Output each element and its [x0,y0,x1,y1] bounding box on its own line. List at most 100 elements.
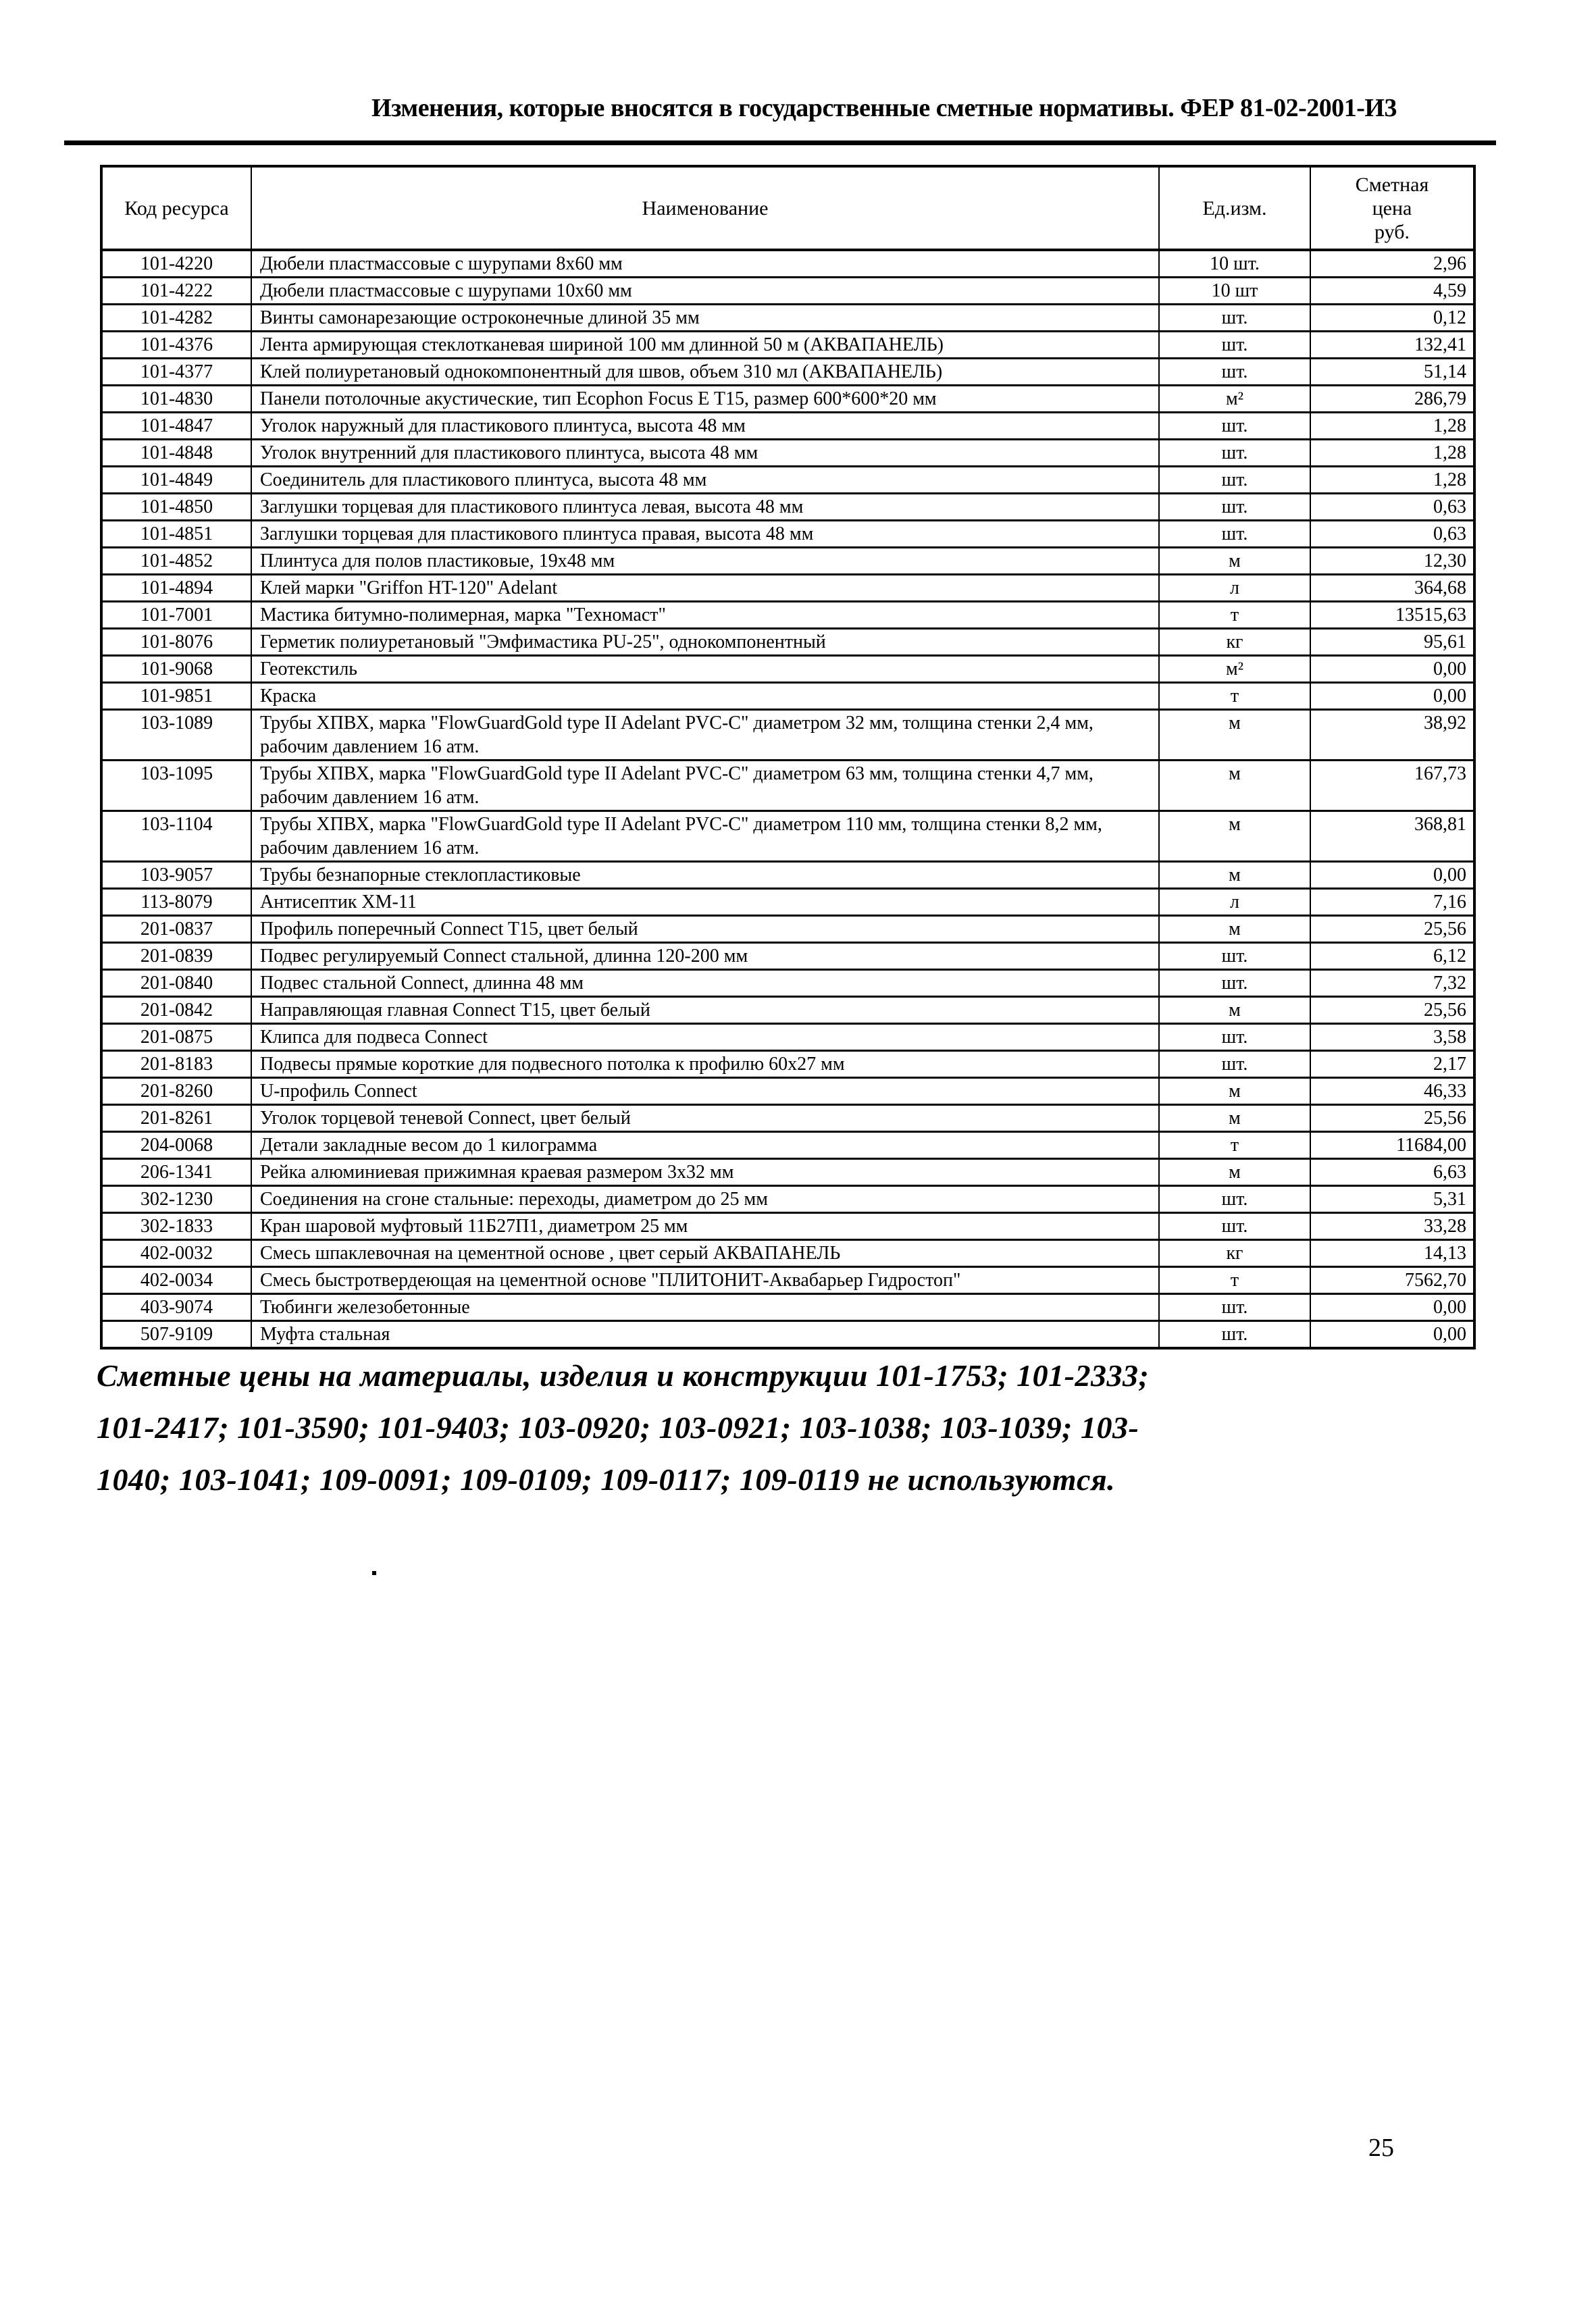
row-code-cell: 101-4220 [101,249,252,278]
row-price-cell: 2,17 [1310,1050,1475,1079]
table-row: 101-4376 Лента армирующая стеклотканевая … [101,330,1475,359]
row-code-cell: 204-0068 [101,1131,252,1160]
row-code-cell: 101-4848 [101,438,252,467]
row-unit-cell: м² [1158,654,1311,684]
row-name-cell: Соединитель для пластикового плинтуса, в… [251,465,1160,494]
row-price-cell: 7,32 [1310,969,1475,998]
row-name-cell: Рейка алюминиевая прижимная краевая разм… [251,1158,1160,1187]
row-price-cell: 2,96 [1310,249,1475,278]
row-name-cell: Заглушки торцевая для пластикового плинт… [251,519,1160,548]
table-row: 101-7001 Мастика битумно-полимерная, марк… [101,600,1475,629]
table-row: 201-0837 Профиль поперечный Connect T15, … [101,915,1475,944]
table-row: 113-8079 Антисептик ХМ-11 л 7,16 [101,888,1475,917]
row-price-cell: 132,41 [1310,330,1475,359]
row-name-cell: Профиль поперечный Connect T15, цвет бел… [251,915,1160,944]
row-unit-cell: шт. [1158,303,1311,332]
table-row: 101-4849 Соединитель для пластикового пли… [101,465,1475,494]
row-unit-cell: шт. [1158,519,1311,548]
row-unit-cell: шт. [1158,1050,1311,1079]
row-code-cell: 101-4830 [101,384,252,413]
row-name-cell: Панели потолочные акустические, тип Ecop… [251,384,1160,413]
row-code-cell: 101-4894 [101,573,252,602]
row-price-cell: 33,28 [1310,1212,1475,1241]
table-row: 507-9109 Муфта стальная шт. 0,00 [101,1320,1475,1349]
table-header-row: Код ресурса Наименование Ед.изм. Сметная… [101,165,1475,251]
row-unit-cell: шт. [1158,1320,1311,1349]
row-code-cell: 101-4377 [101,357,252,386]
row-name-cell: Подвес регулируемый Connect стальной, дл… [251,942,1160,971]
row-code-cell: 507-9109 [101,1320,252,1349]
table-row: 101-4282 Винты самонарезающие остроконечн… [101,303,1475,332]
table-row: 402-0032 Смесь шпаклевочная на цементной … [101,1239,1475,1268]
notes-paragraph: Сметные цены на материалы, изделия и кон… [97,1358,1150,1497]
column-header-price: Сметная цена руб. [1310,165,1475,251]
table-row: 201-0840 Подвес стальной Connect, длинна … [101,969,1475,998]
row-price-cell: 7,16 [1310,888,1475,917]
row-price-cell: 7562,70 [1310,1266,1475,1295]
row-price-cell: 0,00 [1310,1320,1475,1349]
table-row: 302-1833 Кран шаровой муфтовый 11Б27П1, д… [101,1212,1475,1241]
table-row: 103-1095 Трубы ХПВХ, марка "FlowGuardGold… [101,759,1475,812]
row-code-cell: 103-1104 [101,810,252,863]
row-name-cell: Уголок внутренний для пластикового плинт… [251,438,1160,467]
table-body: 101-4220 Дюбели пластмассовые с шурупами … [101,249,1475,1349]
row-name-cell: Подвесы прямые короткие для подвесного п… [251,1050,1160,1079]
row-unit-cell: м [1158,546,1311,575]
row-code-cell: 201-0837 [101,915,252,944]
row-unit-cell: м [1158,810,1311,863]
row-price-cell: 5,31 [1310,1185,1475,1214]
table-row: 101-4222 Дюбели пластмассовые с шурупами … [101,276,1475,305]
row-unit-cell: м [1158,1104,1311,1133]
row-name-cell: Кран шаровой муфтовый 11Б27П1, диаметром… [251,1212,1160,1241]
resources-table: Код ресурса Наименование Ед.изм. Сметная… [100,165,1476,1349]
row-name-cell: Детали закладные весом до 1 килограмма [251,1131,1160,1160]
row-price-cell: 0,00 [1310,654,1475,684]
row-price-cell: 286,79 [1310,384,1475,413]
row-code-cell: 101-9851 [101,682,252,711]
row-price-cell: 3,58 [1310,1023,1475,1052]
row-unit-cell: т [1158,1131,1311,1160]
row-code-cell: 402-0034 [101,1266,252,1295]
table-row: 101-4830 Панели потолочные акустические, … [101,384,1475,413]
row-code-cell: 101-4847 [101,411,252,440]
row-price-cell: 1,28 [1310,465,1475,494]
row-unit-cell: шт. [1158,357,1311,386]
row-price-cell: 25,56 [1310,1104,1475,1133]
table-row: 101-4852 Плинтуса для полов пластиковые, … [101,546,1475,575]
row-price-cell: 1,28 [1310,411,1475,440]
table-row: 101-4220 Дюбели пластмассовые с шурупами … [101,249,1475,278]
row-code-cell: 201-0875 [101,1023,252,1052]
row-code-cell: 103-9057 [101,860,252,890]
row-code-cell: 103-1095 [101,759,252,812]
row-name-cell: Уголок торцевой теневой Connect, цвет бе… [251,1104,1160,1133]
table-header: Код ресурса Наименование Ед.изм. Сметная… [101,165,1475,251]
row-price-cell: 167,73 [1310,759,1475,812]
row-unit-cell: шт. [1158,969,1311,998]
scan-artifact-dot [372,1571,376,1575]
row-name-cell: Тюбинги железобетонные [251,1293,1160,1322]
row-price-cell: 0,12 [1310,303,1475,332]
row-unit-cell: шт. [1158,942,1311,971]
row-name-cell: Краска [251,682,1160,711]
row-code-cell: 201-8183 [101,1050,252,1079]
row-unit-cell: шт. [1158,465,1311,494]
table-row: 101-4851 Заглушки торцевая для пластиково… [101,519,1475,548]
row-price-cell: 0,00 [1310,682,1475,711]
row-code-cell: 302-1833 [101,1212,252,1241]
table-row: 201-0875 Клипса для подвеса Connect шт. 3,5… [101,1023,1475,1052]
row-code-cell: 113-8079 [101,888,252,917]
row-code-cell: 201-8260 [101,1077,252,1106]
table-row: 101-9851 Краска т 0,00 [101,682,1475,711]
row-price-cell: 6,63 [1310,1158,1475,1187]
table-row: 402-0034 Смесь быстротвердеющая на цемент… [101,1266,1475,1295]
row-unit-cell: м [1158,1077,1311,1106]
row-price-cell: 46,33 [1310,1077,1475,1106]
table-row: 101-4847 Уголок наружный для пластикового… [101,411,1475,440]
row-price-cell: 11684,00 [1310,1131,1475,1160]
row-name-cell: Герметик полиуретановый "Эмфимастика PU-… [251,627,1160,657]
row-unit-cell: л [1158,573,1311,602]
row-name-cell: Заглушки торцевая для пластикового плинт… [251,492,1160,521]
row-unit-cell: м [1158,915,1311,944]
row-unit-cell: шт. [1158,438,1311,467]
